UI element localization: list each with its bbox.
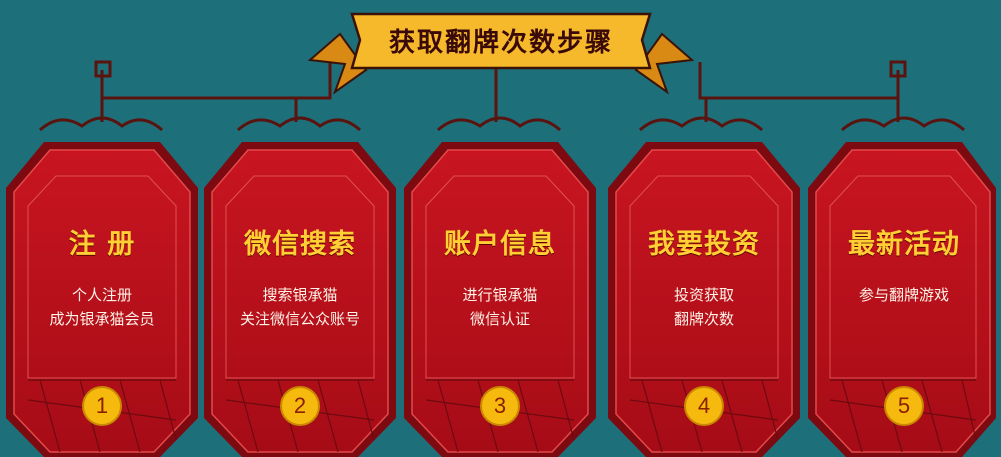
card-frame-1 <box>6 142 198 457</box>
banner-ribbon <box>307 12 695 95</box>
step-line: 微信认证 <box>469 310 530 328</box>
step-description: 搜索银承猫 关注微信公众账号 <box>225 283 375 331</box>
step-title: 最新活动 <box>848 229 960 260</box>
step-description: 参与翻牌游戏 <box>829 283 979 307</box>
step-card-1: 注 册 个人注册 成为银承猫会员 <box>27 222 177 331</box>
step-number-badge: 2 <box>280 386 320 426</box>
card-frame-4 <box>608 142 800 457</box>
step-card-5: 最新活动 参与翻牌游戏 <box>829 222 979 307</box>
step-line: 个人注册 <box>71 286 132 304</box>
banner-title: 获取翻牌次数步骤 <box>388 27 613 58</box>
step-line: 投资获取 <box>673 286 734 304</box>
step-line: 翻牌次数 <box>673 310 734 328</box>
step-title: 注 册 <box>68 229 136 260</box>
step-line: 搜索银承猫 <box>262 286 338 304</box>
step-title: 微信搜索 <box>244 229 356 260</box>
step-card-3: 账户信息 进行银承猫 微信认证 <box>425 222 575 331</box>
step-number-badge: 4 <box>684 386 724 426</box>
step-line: 进行银承猫 <box>462 286 538 304</box>
card-frame-5 <box>808 142 996 457</box>
card-frame-2 <box>204 142 396 457</box>
step-title: 我要投资 <box>648 229 760 260</box>
step-number-badge: 3 <box>480 386 520 426</box>
step-number-badge: 1 <box>82 386 122 426</box>
step-line: 关注微信公众账号 <box>239 310 360 328</box>
step-line: 参与翻牌游戏 <box>858 286 949 304</box>
step-description: 投资获取 翻牌次数 <box>629 283 779 331</box>
step-description: 进行银承猫 微信认证 <box>425 283 575 331</box>
step-number-badge: 5 <box>884 386 924 426</box>
step-card-2: 微信搜索 搜索银承猫 关注微信公众账号 <box>225 222 375 331</box>
hanger-rods <box>38 60 966 132</box>
card-frame-3 <box>404 142 596 457</box>
step-card-4: 我要投资 投资获取 翻牌次数 <box>629 222 779 331</box>
step-line: 成为银承猫会员 <box>49 310 155 328</box>
step-title: 账户信息 <box>444 229 556 260</box>
step-description: 个人注册 成为银承猫会员 <box>27 283 177 331</box>
